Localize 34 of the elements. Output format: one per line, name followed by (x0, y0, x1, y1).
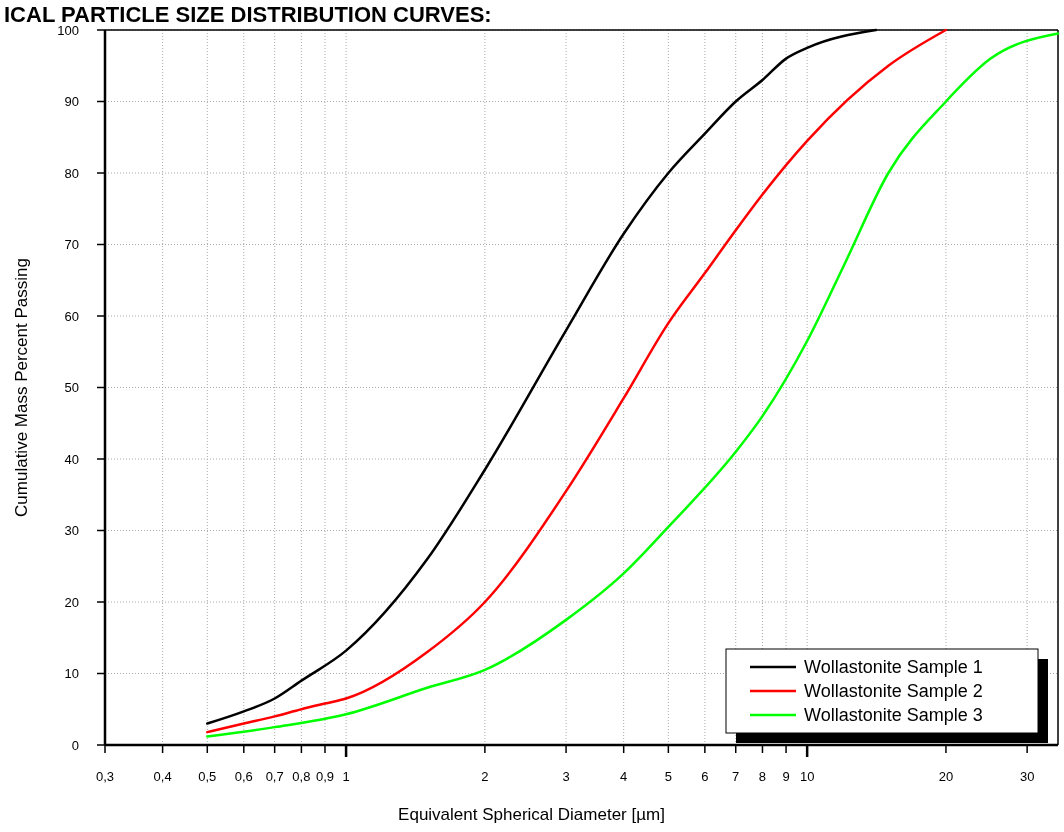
y-tick-label: 0 (71, 737, 79, 753)
x-tick-label: 7 (732, 769, 740, 784)
y-tick-label: 40 (64, 451, 79, 467)
x-tick-label: 30 (1019, 769, 1035, 784)
y-tick-label: 90 (64, 94, 79, 110)
x-tick-label: 8 (758, 769, 767, 784)
y-tick-label: 30 (64, 523, 79, 539)
x-tick-label: 0,4 (153, 769, 172, 784)
y-tick-label: 20 (64, 594, 79, 610)
x-axis-title: Equivalent Spherical Diameter [µm] (398, 805, 665, 824)
x-tick-label: 0,9 (315, 769, 335, 784)
x-tick-label: 3 (562, 769, 570, 784)
x-tick-label: 6 (701, 769, 709, 784)
y-tick-label: 70 (64, 237, 79, 253)
x-tick-label: 0,3 (95, 769, 115, 784)
x-tick-label: 2 (481, 769, 489, 784)
legend-label: Wollastonite Sample 1 (804, 657, 983, 678)
y-tick-label: 50 (64, 380, 79, 396)
x-tick-label: 5 (664, 769, 672, 784)
y-tick-label: 10 (64, 666, 79, 682)
x-tick-label: 0,7 (265, 769, 284, 784)
x-tick-label: 1 (342, 769, 350, 784)
x-tick-label: 0,5 (198, 769, 217, 784)
x-tick-label: 0,6 (234, 769, 253, 784)
y-tick-label: 60 (64, 308, 79, 324)
x-tick-label: 10 (799, 769, 815, 784)
x-tick-label: 4 (620, 769, 628, 784)
y-tick-label: 80 (64, 165, 79, 181)
y-axis-title: Cumulative Mass Percent Passing (12, 258, 31, 517)
x-tick-label: 0,8 (292, 769, 311, 784)
x-tick-label: 9 (782, 769, 790, 784)
x-tick-label: 20 (938, 769, 954, 784)
legend-label: Wollastonite Sample 3 (804, 705, 983, 726)
legend-label: Wollastonite Sample 2 (804, 681, 983, 702)
